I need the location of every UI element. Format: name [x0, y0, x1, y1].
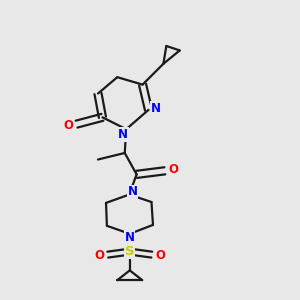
Text: O: O	[169, 163, 179, 176]
Text: O: O	[63, 119, 73, 132]
Text: N: N	[125, 231, 135, 244]
Text: O: O	[94, 249, 104, 262]
Text: O: O	[156, 249, 166, 262]
Text: S: S	[125, 245, 135, 258]
Text: N: N	[118, 128, 128, 141]
Text: N: N	[151, 102, 161, 115]
Text: N: N	[128, 185, 138, 198]
